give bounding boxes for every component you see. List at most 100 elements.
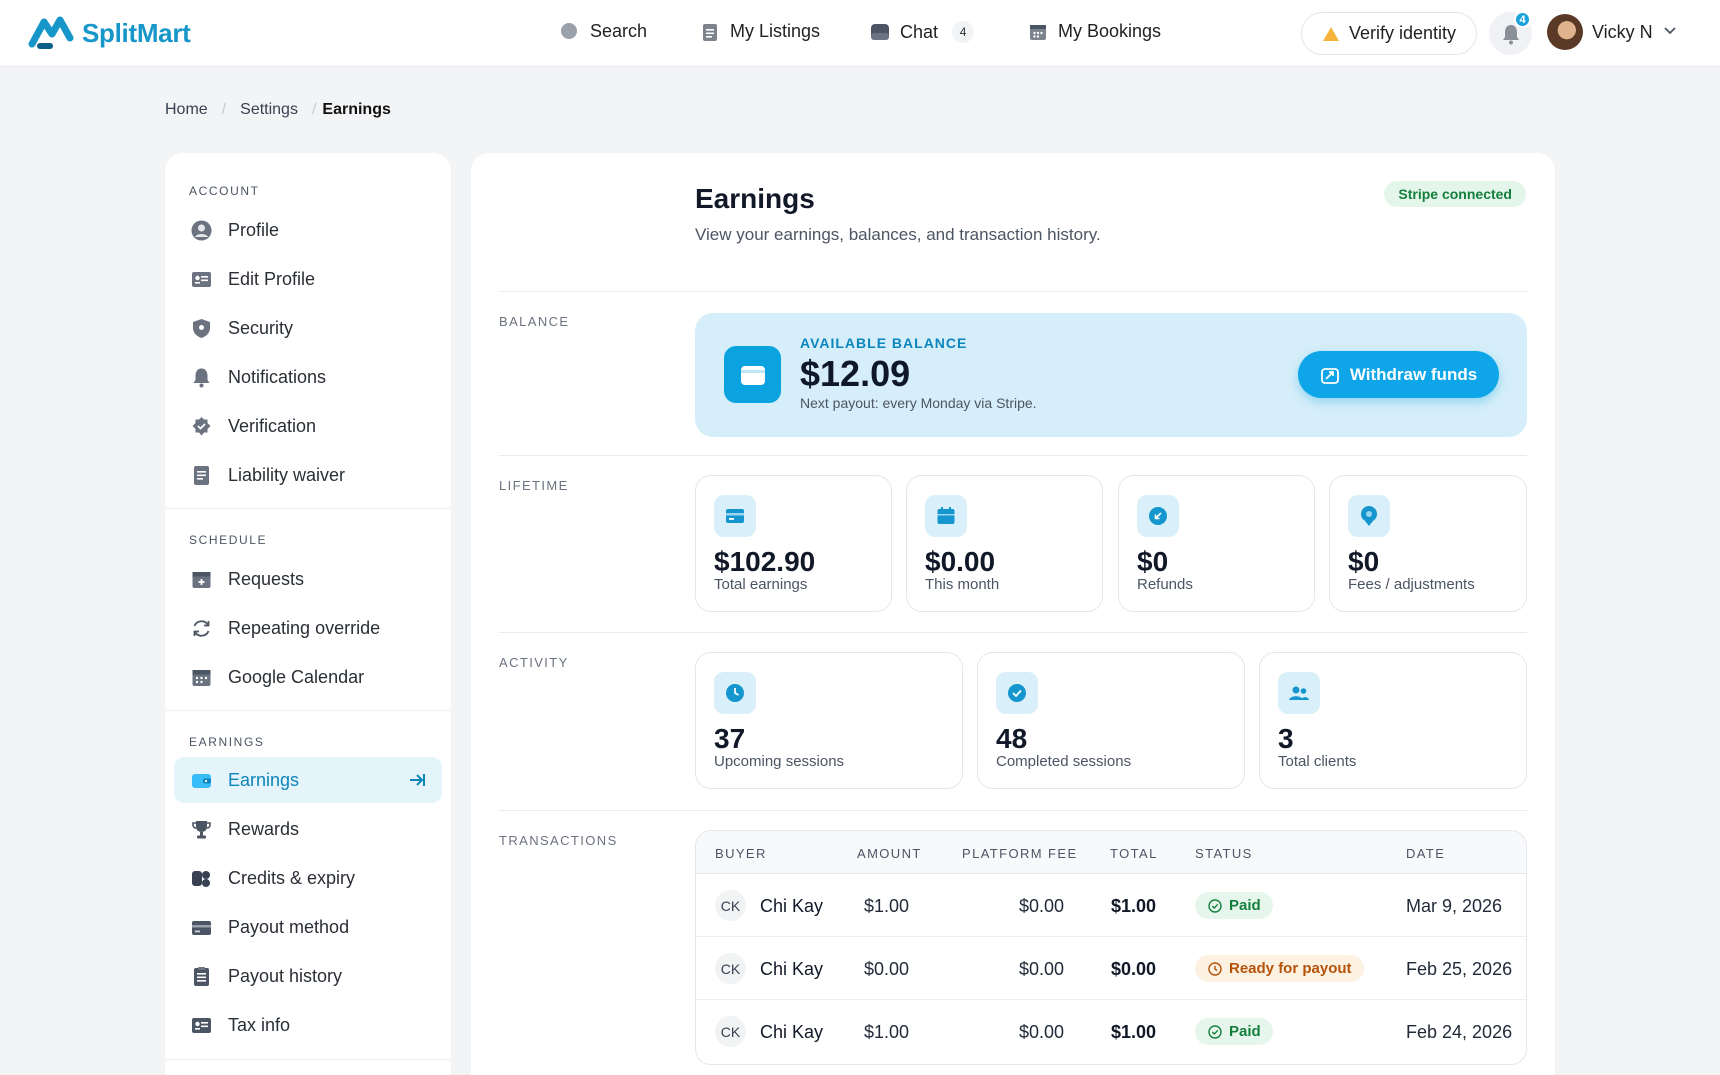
sidebar-item-tax-info[interactable]: Tax info (174, 1002, 442, 1048)
sidebar-item-earnings[interactable]: Earnings (174, 757, 442, 803)
amount-cell: $1.00 (864, 1022, 910, 1042)
logo-text: SplitMart (82, 17, 191, 48)
stripe-status-badge: Stripe connected (1384, 181, 1526, 207)
sidebar-item-notifications[interactable]: Notifications (174, 354, 442, 400)
sidebar-item-security[interactable]: Security (174, 305, 442, 351)
sidebar-item-label: Rewards (228, 818, 300, 839)
sidebar-item-rewards[interactable]: Rewards (174, 806, 442, 852)
platform-fee-cell: $0.00 (1019, 1022, 1065, 1042)
id-card-icon (192, 1017, 211, 1033)
sidebar-item-liability-waiver[interactable]: Liability waiver (174, 452, 442, 498)
nav-my-bookings[interactable]: My Bookings (1028, 21, 1161, 42)
clock-icon (726, 684, 744, 702)
earnings-panel: Earnings View your earnings, balances, a… (471, 153, 1555, 1075)
bell-icon (193, 368, 210, 387)
amount-cell: $0.00 (864, 959, 910, 979)
verify-identity-label: Verify identity (1348, 23, 1457, 43)
arrow-right-icon (410, 774, 425, 786)
column-header-status[interactable]: STATUS (1195, 846, 1253, 861)
check-circle-icon (1208, 898, 1222, 913)
top-nav: SplitMart Search My Listings Chat 4 My B… (0, 0, 1720, 67)
id-card-icon (192, 271, 211, 287)
sidebar-item-payout-history[interactable]: Payout history (174, 953, 442, 999)
verified-badge-icon (192, 416, 211, 435)
column-header-date[interactable]: DATE (1406, 846, 1446, 861)
clipboard-icon (703, 23, 717, 41)
sidebar-item-payout-method[interactable]: Payout method (174, 904, 442, 950)
wallet-tile (724, 346, 781, 403)
stat-icon-tile (925, 495, 967, 537)
sidebar-item-requests[interactable]: Requests (174, 556, 442, 602)
check-circle-icon (1008, 684, 1026, 702)
table-row[interactable]: CK Chi Kay $1.00 $0.00 $1.00 Paid Feb 24… (696, 1000, 1526, 1063)
column-header-total[interactable]: TOTAL (1110, 846, 1158, 861)
stat-icon-tile (714, 495, 756, 537)
sidebar-item-label: Payout history (228, 965, 343, 986)
sidebar-item-label: Google Calendar (228, 666, 365, 687)
sidebar-item-credits-expiry[interactable]: Credits & expiry (174, 855, 442, 901)
stat-card-completed-sessions: 48 Completed sessions (977, 652, 1245, 789)
column-header-buyer[interactable]: BUYER (715, 846, 767, 861)
status-label: Paid (1229, 897, 1261, 914)
stat-label: Total clients (1278, 753, 1357, 770)
sidebar-item-profile[interactable]: Profile (174, 207, 442, 253)
stat-label: Refunds (1137, 576, 1193, 593)
nav-chat[interactable]: Chat 4 (870, 21, 975, 43)
sidebar-item-label: Credits & expiry (228, 867, 356, 888)
table-row[interactable]: CK Chi Kay $0.00 $0.00 $0.00 Ready for p… (696, 937, 1526, 1000)
clipboard-list-icon (194, 966, 209, 986)
logo[interactable]: SplitMart (28, 14, 191, 52)
verify-identity-button[interactable]: Verify identity (1301, 12, 1477, 55)
sidebar-section-account: ACCOUNT (189, 184, 260, 198)
user-name[interactable]: Vicky N (1592, 22, 1653, 42)
buyer-name: Chi Kay (760, 1022, 824, 1042)
section-divider (499, 455, 1527, 456)
nav-search-label: Search (590, 21, 648, 41)
refresh-icon (193, 619, 210, 637)
warning-icon (1322, 26, 1339, 41)
sidebar-section-earnings: EARNINGS (189, 735, 265, 749)
status-label: Ready for payout (1229, 960, 1352, 977)
chevron-down-icon[interactable] (1663, 26, 1677, 36)
stat-value: 48 (996, 723, 1028, 754)
breadcrumb-home[interactable]: Home (165, 101, 208, 118)
table-header: BUYER AMOUNT PLATFORM FEE TOTAL STATUS D… (696, 831, 1526, 874)
stat-icon-tile (1348, 495, 1390, 537)
logo-icon (28, 16, 74, 49)
sidebar-item-repeating-override[interactable]: Repeating override (174, 605, 442, 651)
table-row[interactable]: CK Chi Kay $1.00 $0.00 $1.00 Paid Mar 9,… (696, 874, 1526, 937)
nav-search[interactable]: Search (560, 21, 647, 42)
stat-value: 37 (714, 723, 746, 754)
search-icon (561, 22, 577, 39)
column-header-platform-fee[interactable]: PLATFORM FEE (962, 846, 1078, 861)
total-cell: $0.00 (1111, 959, 1157, 979)
sidebar-item-label: Security (228, 317, 294, 338)
sidebar-item-label: Liability waiver (228, 464, 346, 485)
avatar[interactable] (1547, 14, 1583, 50)
stat-label: Total earnings (714, 576, 808, 593)
section-label-lifetime: LIFETIME (499, 478, 569, 493)
stat-label: Completed sessions (996, 753, 1132, 770)
sidebar-item-verification[interactable]: Verification (174, 403, 442, 449)
transactions-table: BUYER AMOUNT PLATFORM FEE TOTAL STATUS D… (695, 830, 1527, 1065)
notifications-button[interactable]: 4 (1489, 11, 1532, 55)
sidebar-item-edit-profile[interactable]: Edit Profile (174, 256, 442, 302)
column-header-amount[interactable]: AMOUNT (857, 846, 922, 861)
nav-my-listings[interactable]: My Listings (700, 21, 820, 42)
withdraw-funds-button[interactable]: Withdraw funds (1298, 351, 1499, 398)
sidebar-item-google-calendar[interactable]: Google Calendar (174, 654, 442, 700)
page-title: Earnings (695, 183, 815, 214)
platform-fee-cell: $0.00 (1019, 959, 1065, 979)
nav-chat-label: Chat (900, 21, 939, 42)
sidebar-item-label: Tax info (228, 1014, 291, 1035)
sidebar-item-label: Notifications (228, 366, 327, 387)
section-divider (499, 291, 1527, 292)
sidebar-item-label: Profile (228, 219, 280, 240)
chat-count-badge: 4 (952, 21, 975, 43)
calendar-icon (1030, 24, 1046, 40)
breadcrumb-separator: / (311, 101, 317, 118)
breadcrumb-settings[interactable]: Settings (240, 101, 298, 118)
status-badge: Ready for payout (1195, 955, 1364, 982)
date-cell: Feb 25, 2026 (1406, 959, 1513, 979)
stat-value: 3 (1278, 723, 1294, 754)
